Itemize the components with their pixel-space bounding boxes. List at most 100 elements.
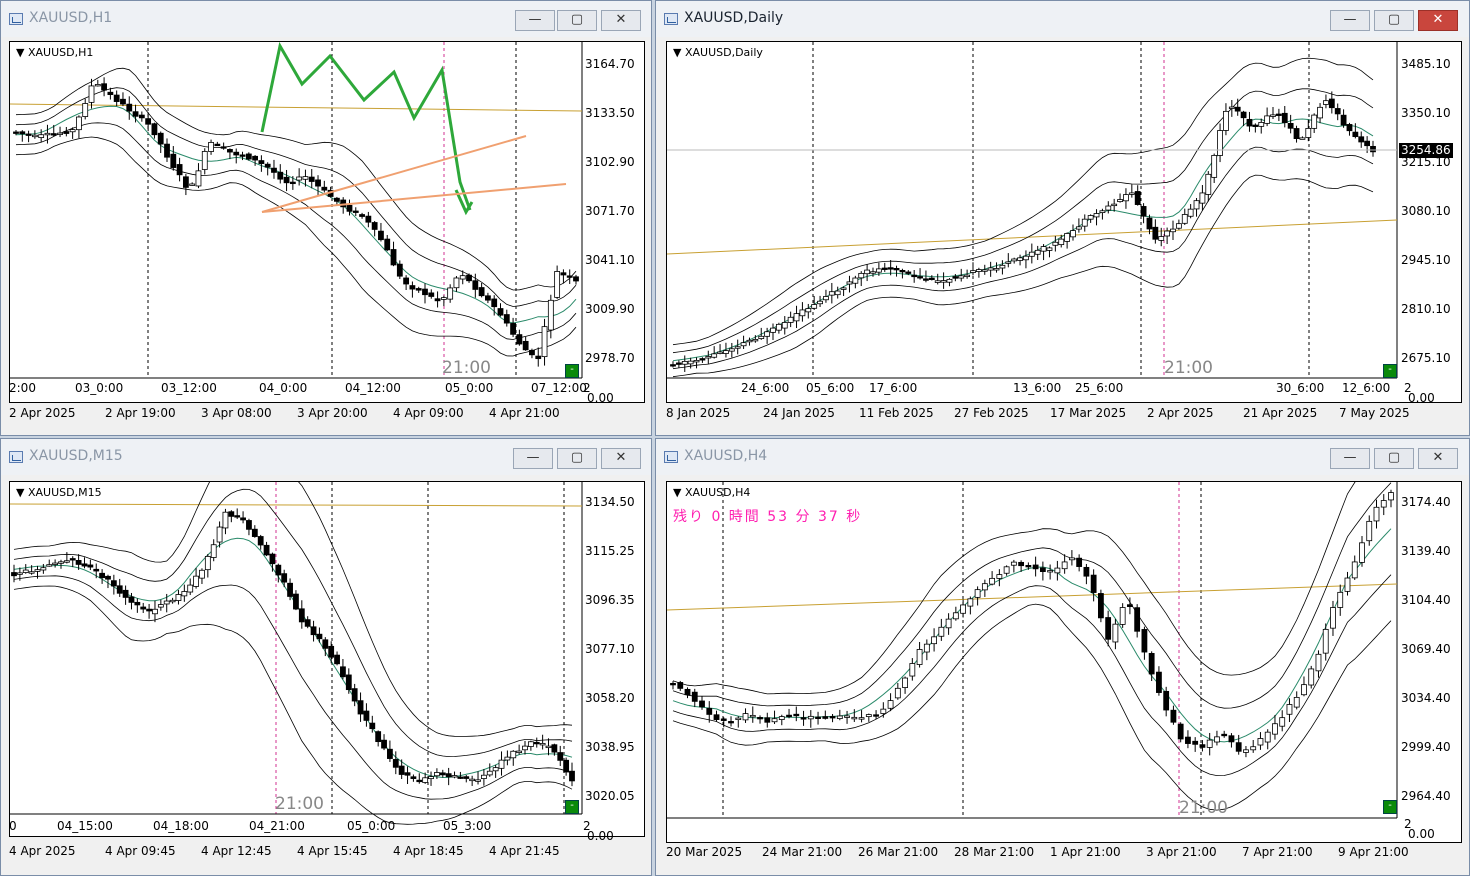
candle-body xyxy=(204,556,211,571)
minimize-button[interactable]: — xyxy=(513,448,553,469)
candle-body xyxy=(69,558,76,561)
candle-body xyxy=(214,143,221,147)
window-h1[interactable]: XAUUSD,H1 — ▢ ✕ ▼ XAUUSD,H1 21:00 - 3164… xyxy=(0,0,652,436)
candle-body xyxy=(199,569,205,579)
candle-body xyxy=(1119,607,1126,625)
close-button[interactable]: ✕ xyxy=(601,448,641,469)
candle-body xyxy=(527,741,534,747)
window-h4[interactable]: XAUUSD,H4 — ▢ ✕ ▼ XAUUSD,H4 残り 0 時間 53 分… xyxy=(655,438,1470,876)
window-title: XAUUSD,M15 xyxy=(29,448,123,464)
chart-area[interactable]: ▼ XAUUSD,H1 21:00 - xyxy=(9,41,645,403)
candle-body xyxy=(787,316,794,323)
candle-body xyxy=(1246,118,1253,127)
candle-body xyxy=(823,296,829,301)
bollinger-band-upper xyxy=(13,488,573,758)
candle-body xyxy=(1083,566,1090,577)
time-label: 13_6:00 xyxy=(1013,381,1062,395)
maximize-button[interactable]: ▢ xyxy=(1374,10,1414,31)
candle-body xyxy=(134,601,141,606)
window-titlebar[interactable]: XAUUSD,Daily — ▢ ✕ xyxy=(656,1,1469,37)
candle-body xyxy=(157,132,164,145)
candle-body xyxy=(1128,192,1135,195)
window-daily[interactable]: XAUUSD,Daily — ▢ ✕ ▼ XAUUSD,Daily 21:00 … xyxy=(655,0,1470,436)
minimize-button[interactable]: — xyxy=(1330,448,1370,469)
window-titlebar[interactable]: XAUUSD,H4 — ▢ ✕ xyxy=(656,439,1469,475)
candle-body xyxy=(699,700,705,708)
candle-body xyxy=(445,773,452,778)
date-label: 9 Apr 21:00 xyxy=(1338,845,1409,859)
candle-body xyxy=(793,713,800,717)
window-m15[interactable]: XAUUSD,M15 — ▢ ✕ ▼ XAUUSD,M15 21:00 - 31… xyxy=(0,438,652,876)
candle-body xyxy=(246,520,252,530)
price-label: 3038.95 xyxy=(585,740,635,754)
candle-body xyxy=(529,349,535,356)
window-titlebar[interactable]: XAUUSD,H1 — ▢ ✕ xyxy=(1,1,651,37)
candle-body xyxy=(296,176,303,181)
bollinger-band-lower xyxy=(13,575,573,800)
axis-sub-label: 0.00 xyxy=(1408,391,1435,405)
candle-body xyxy=(1054,567,1061,574)
candle-body xyxy=(1340,114,1347,126)
candle-body xyxy=(480,774,487,779)
candle-body xyxy=(764,717,771,723)
candle-body xyxy=(870,271,876,274)
candle-body xyxy=(440,297,447,300)
candle-body xyxy=(384,238,391,251)
candle-body xyxy=(539,743,546,746)
price-label: 3020.05 xyxy=(585,789,635,803)
candle-body xyxy=(333,197,340,202)
price-label: 2945.10 xyxy=(1401,253,1451,267)
window-titlebar[interactable]: XAUUSD,M15 — ▢ ✕ xyxy=(1,439,651,475)
indicator-box[interactable]: - xyxy=(565,364,579,378)
session-marker: 21:00 xyxy=(1179,798,1228,818)
indicator-box[interactable]: - xyxy=(565,800,579,814)
candle-body xyxy=(19,131,26,135)
candle-body xyxy=(1199,744,1206,748)
candle-body xyxy=(38,134,45,138)
bollinger-band-lower xyxy=(672,146,1374,370)
price-chart xyxy=(667,482,1398,819)
maximize-button[interactable]: ▢ xyxy=(557,448,597,469)
candle-body xyxy=(228,511,235,517)
candle-body xyxy=(357,700,364,715)
candle-body xyxy=(1040,246,1047,252)
indicator-box[interactable]: - xyxy=(1383,800,1397,814)
minimize-button[interactable]: — xyxy=(515,10,555,31)
chart-area[interactable]: ▼ XAUUSD,H4 残り 0 時間 53 分 37 秒 21:00 - xyxy=(666,481,1462,843)
close-button[interactable]: ✕ xyxy=(1418,10,1458,31)
maximize-button[interactable]: ▢ xyxy=(557,10,597,31)
maximize-button[interactable]: ▢ xyxy=(1374,448,1414,469)
candle-body xyxy=(735,717,742,721)
candle-body xyxy=(1264,115,1271,124)
candle-body xyxy=(120,98,126,105)
price-label: 3041.10 xyxy=(585,253,635,267)
candle-body xyxy=(1279,717,1286,727)
candle-body xyxy=(365,215,372,223)
candle-body xyxy=(905,271,912,274)
close-button[interactable]: ✕ xyxy=(1418,448,1458,469)
candle-body xyxy=(846,281,853,285)
candle-body xyxy=(75,560,82,565)
candle-body xyxy=(717,351,723,354)
date-label: 3 Apr 20:00 xyxy=(297,406,368,420)
chart-area[interactable]: ▼ XAUUSD,Daily 21:00 - 3254.86 xyxy=(666,41,1462,403)
axis-sub-label: 0.00 xyxy=(587,829,614,843)
candle-body xyxy=(917,276,923,279)
chart-area[interactable]: ▼ XAUUSD,M15 21:00 - xyxy=(9,481,645,837)
indicator-box[interactable]: - xyxy=(1383,364,1397,378)
candle-body xyxy=(504,756,511,761)
candle-body xyxy=(222,511,229,529)
candle-body xyxy=(252,155,259,161)
close-button[interactable]: ✕ xyxy=(601,10,641,31)
candle-body xyxy=(485,295,491,301)
candle-body xyxy=(1075,226,1082,230)
candle-body xyxy=(28,571,35,574)
minimize-button[interactable]: — xyxy=(1330,10,1370,31)
candle-body xyxy=(486,770,493,776)
candle-body xyxy=(22,569,29,573)
candle-body xyxy=(25,133,32,136)
candle-body xyxy=(691,691,698,702)
candle-body xyxy=(1299,137,1306,140)
price-chart xyxy=(10,42,583,379)
candle-body xyxy=(851,716,858,720)
